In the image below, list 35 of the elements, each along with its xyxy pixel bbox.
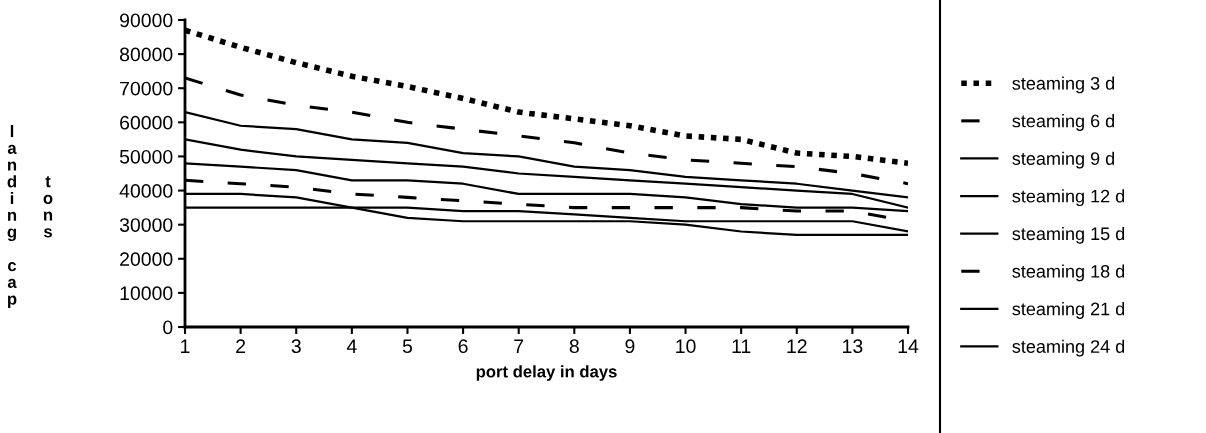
x-tick-label: 5 <box>402 339 413 354</box>
y-tick-label: 50000 <box>119 149 173 164</box>
text: landing cap <box>7 124 17 309</box>
x-tick-label: 14 <box>898 339 919 353</box>
y-tick-label: 30000 <box>119 218 173 232</box>
y-tick-label: 90000 <box>120 13 173 28</box>
legend-label: steaming 9 d <box>1012 151 1115 169</box>
y-tick-label: 20000 <box>120 252 173 267</box>
legend-label: steaming 3 d <box>1012 76 1115 94</box>
legend-label: steaming 24 d <box>1012 339 1125 357</box>
x-tick-label: 8 <box>569 339 579 354</box>
x-tick-label: 7 <box>514 339 524 353</box>
legend-label: steaming 15 d <box>1012 226 1125 244</box>
y-tick-label: 70000 <box>120 81 173 96</box>
legend-label: steaming 18 d <box>1012 264 1125 282</box>
x-tick-label: 12 <box>787 339 807 353</box>
x-tick-label: 2 <box>236 339 246 353</box>
legend-label: steaming 12 d <box>1012 189 1125 207</box>
x-tick-label: 11 <box>732 339 751 353</box>
x-tick-label: 3 <box>291 339 301 354</box>
text: tons <box>43 176 53 238</box>
y-tick-label: 0 <box>163 320 173 335</box>
legend-label: steaming 21 d <box>1012 302 1125 319</box>
y-tick-label: 80000 <box>119 47 173 62</box>
x-tick-label: 13 <box>843 339 863 354</box>
legend-label: steaming 6 d <box>1012 114 1115 131</box>
y-tick-label: 60000 <box>120 115 173 130</box>
x-tick-label: 10 <box>676 339 696 354</box>
x-tick-label: 6 <box>458 339 468 354</box>
x-axis-title: port delay in days <box>476 365 617 381</box>
x-tick-label: 9 <box>625 339 635 354</box>
y-tick-label: 40000 <box>119 184 173 198</box>
x-tick-label: 4 <box>346 339 357 353</box>
x-tick-label: 1 <box>181 339 190 353</box>
y-tick-label: 10000 <box>120 286 173 301</box>
